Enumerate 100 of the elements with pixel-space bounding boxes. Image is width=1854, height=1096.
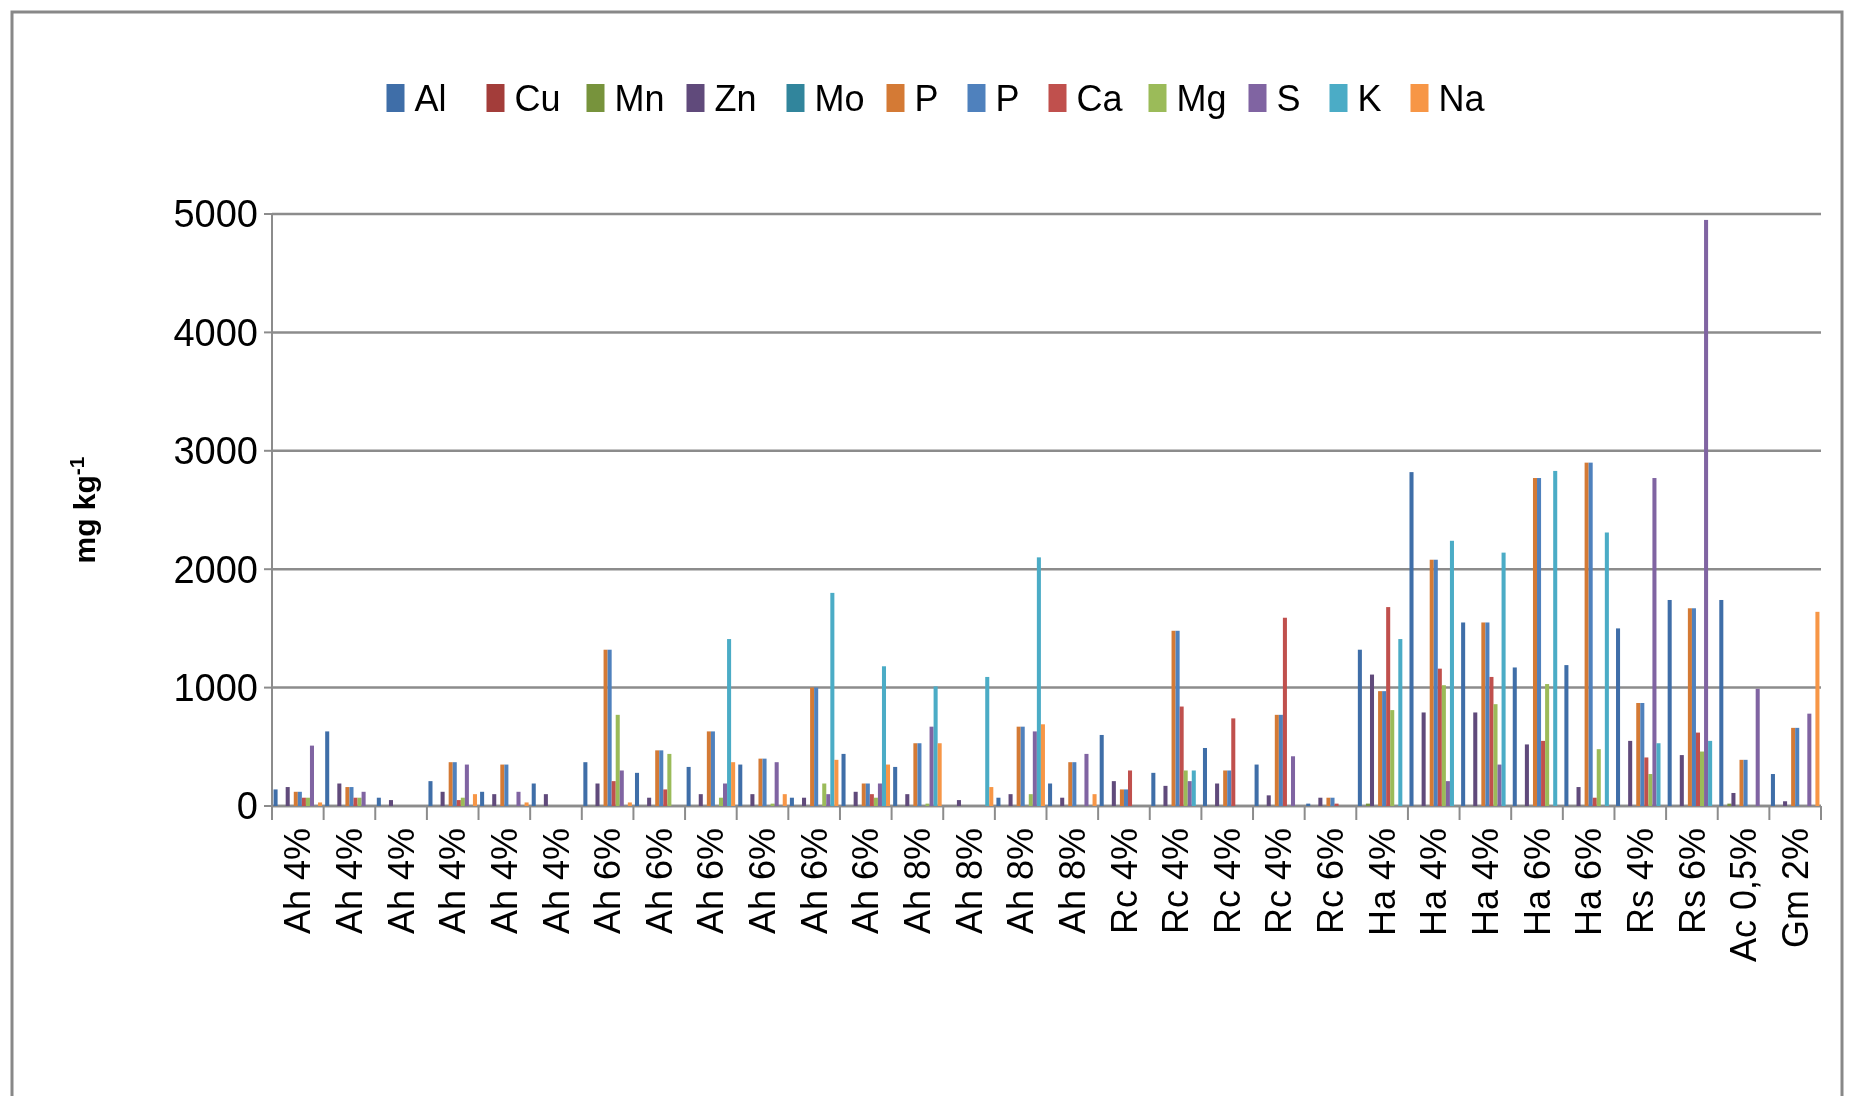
bar [830, 592, 835, 806]
bar [1382, 691, 1387, 806]
bar [504, 764, 509, 806]
x-tick-label: Rc 4% [1206, 828, 1248, 935]
bar [1604, 532, 1609, 806]
bar [1636, 702, 1641, 806]
bar [659, 750, 664, 806]
x-tick-label: Ah 6% [638, 828, 680, 935]
bar [1008, 794, 1013, 806]
bar [1795, 727, 1800, 806]
bar [492, 794, 497, 806]
bar [524, 802, 529, 806]
x-tick-label: Ah 6% [587, 828, 629, 935]
bar [1708, 740, 1713, 806]
bar [305, 797, 310, 806]
bar [865, 783, 870, 806]
bar [686, 766, 691, 806]
bar [388, 800, 393, 806]
legend-label: Al [414, 77, 447, 119]
bar [634, 772, 640, 806]
bar [667, 753, 672, 806]
bar [1099, 734, 1104, 806]
bar [881, 666, 887, 806]
bar [318, 802, 323, 806]
bar [1290, 756, 1296, 806]
bar [1815, 611, 1820, 806]
bar [1036, 557, 1041, 806]
bar [1541, 740, 1546, 806]
bar [1441, 685, 1446, 806]
bar [337, 783, 342, 806]
bar [1719, 599, 1724, 806]
bar [663, 789, 668, 806]
bar [1545, 684, 1550, 806]
bar [615, 714, 620, 806]
bar [480, 791, 485, 806]
y-tick-label: 4000 [173, 311, 258, 354]
bar [886, 764, 891, 806]
bar [937, 743, 942, 806]
bar [1489, 676, 1494, 806]
bar [1215, 783, 1220, 806]
bar [1202, 747, 1207, 806]
x-tick-label: Ha 4% [1413, 828, 1455, 937]
y-tick-label: 5000 [173, 193, 258, 236]
bar [1266, 795, 1271, 806]
bar [905, 794, 910, 806]
bar [1731, 792, 1736, 806]
bar [1111, 781, 1116, 806]
bar [1191, 770, 1196, 806]
bar [345, 787, 350, 806]
bar [301, 797, 306, 806]
bar [861, 783, 866, 806]
bar [1807, 713, 1812, 806]
bar [1028, 794, 1033, 806]
bar [1409, 472, 1414, 806]
bar [1512, 667, 1517, 806]
bar [1493, 704, 1498, 806]
legend-label: Mg [1176, 77, 1227, 119]
bar [607, 649, 612, 806]
bar [727, 639, 732, 806]
bar [822, 783, 827, 806]
bar [1644, 757, 1649, 806]
x-tick-label: Ha 6% [1568, 828, 1610, 937]
bar [1282, 617, 1287, 806]
x-tick-label: Ah 4% [329, 828, 371, 935]
bar [750, 794, 755, 806]
bar [500, 764, 505, 806]
bar [826, 794, 831, 806]
y-tick-label: 0 [236, 785, 258, 828]
bar [1179, 706, 1184, 806]
bar [758, 758, 763, 806]
bar [531, 783, 536, 806]
bar [1187, 781, 1192, 806]
bar [1119, 789, 1124, 806]
bar [1691, 608, 1696, 806]
bar [1227, 770, 1232, 806]
bar [1679, 755, 1684, 806]
bar [472, 794, 477, 806]
bar [1223, 770, 1228, 806]
bar [782, 794, 787, 806]
bar [873, 797, 878, 806]
bar [802, 797, 807, 806]
bar [1564, 665, 1569, 806]
bar [1398, 639, 1403, 806]
bar [1667, 599, 1672, 806]
bar [428, 781, 433, 806]
bar [1743, 759, 1748, 806]
bar [1449, 540, 1454, 806]
bar [985, 676, 990, 806]
bar [1369, 674, 1375, 806]
bar [1648, 774, 1653, 806]
bar [1084, 753, 1089, 806]
bar [1437, 668, 1442, 806]
legend-label: P [914, 77, 939, 119]
bar [913, 743, 918, 806]
bar [1330, 797, 1335, 806]
bar [841, 753, 846, 806]
bar [1016, 726, 1021, 806]
bar [1429, 559, 1434, 806]
bar [1576, 787, 1581, 806]
bar [376, 797, 381, 806]
